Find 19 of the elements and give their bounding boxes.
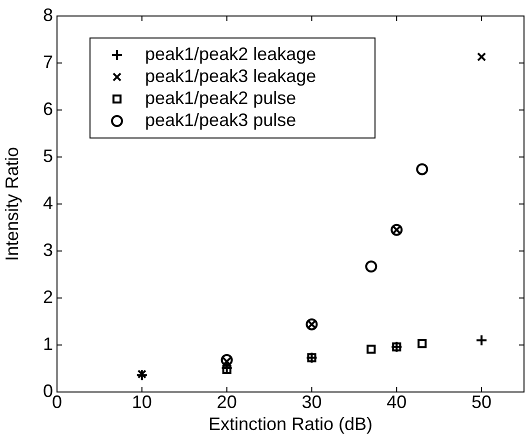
x-tick-label: 40 [386,392,407,412]
x-tick-label: 20 [216,392,237,412]
y-tick-label: 3 [42,240,53,260]
y-tick-label: 2 [42,286,53,307]
legend-label: peak1/peak2 pulse [145,88,296,108]
y-axis-title: Intensity Ratio [2,146,22,262]
y-tick-label: 7 [42,52,53,72]
x-axis-title: Extinction Ratio (dB) [208,414,373,434]
y-tick-label: 5 [42,146,53,166]
y-tick-label: 6 [42,98,53,119]
x-tick-label: 10 [132,392,152,412]
x-tick-label: 30 [302,392,322,412]
y-tick-label: 4 [42,192,53,213]
legend-label: peak1/peak3 leakage [145,66,316,86]
legend-label: peak1/peak2 leakage [145,44,316,64]
y-tick-label: 8 [42,4,53,25]
y-tick-label: 1 [42,334,53,354]
legend-label: peak1/peak3 pulse [145,110,296,130]
x-tick-label: 50 [472,392,492,412]
